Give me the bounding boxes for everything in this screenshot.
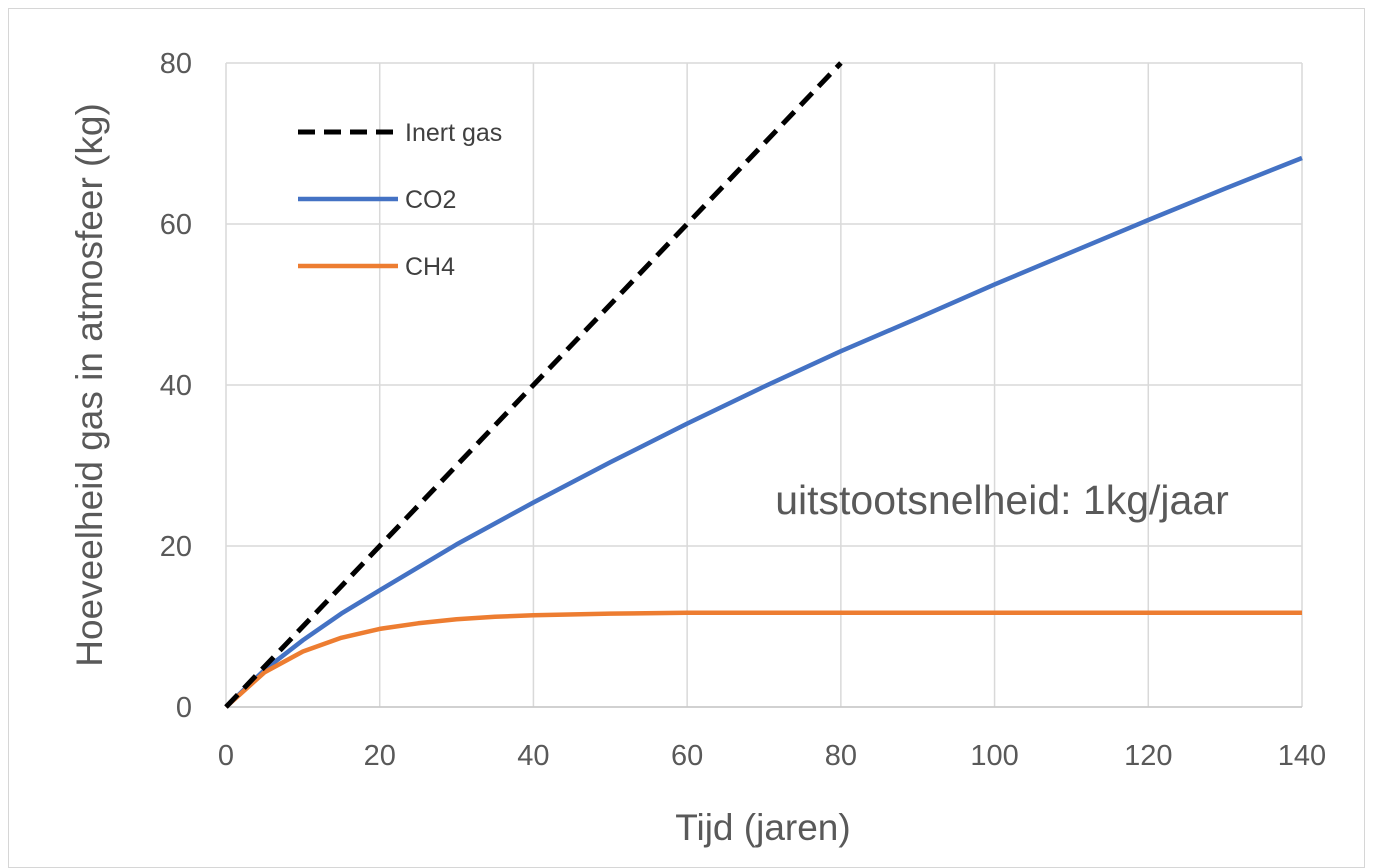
x-tick-label: 120 [1124,740,1172,772]
x-tick-label: 140 [1278,740,1326,772]
x-axis-title: Tijd (jaren) [675,807,850,848]
x-tick-label: 40 [517,740,549,772]
y-tick-label: 40 [160,370,192,402]
series-line-co2 [224,155,1303,709]
y-tick-label: 20 [160,531,192,563]
x-tick-label: 0 [218,740,234,772]
grid-lines [225,62,1303,708]
x-tick-label: 100 [970,740,1018,772]
y-tick-label: 0 [176,692,192,724]
tick-labels: 0 20 40 60 80 100 120 140 0 20 40 60 80 [160,48,1326,772]
x-tick-label: 80 [825,740,857,772]
legend-label: CH4 [405,253,455,281]
legend-label: CO2 [405,186,456,214]
x-tick-label: 60 [671,740,703,772]
series-line-ch4 [224,610,1302,709]
series-lines [224,61,1303,709]
series-line-inert-gas [224,61,843,709]
x-tick-label: 20 [364,740,396,772]
emission-rate-annotation: uitstootsnelheid: 1kg/jaar [775,477,1229,523]
legend-label: Inert gas [405,119,502,147]
y-tick-label: 80 [160,48,192,80]
legend: Inert gas CO2 CH4 [298,119,502,281]
y-tick-label: 60 [160,209,192,241]
y-axis-title: Hoeveelheid gas in atmosfeer (kg) [69,103,110,667]
